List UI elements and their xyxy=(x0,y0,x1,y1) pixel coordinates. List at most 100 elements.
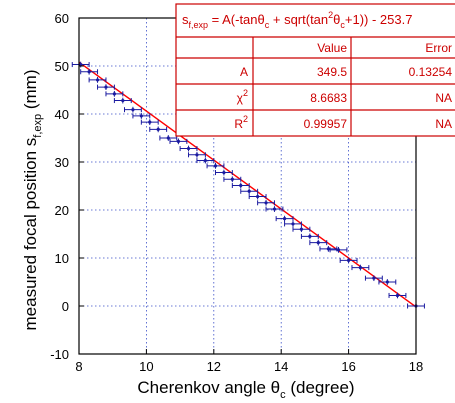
fit-results-box: sf,exp = A(-tanθc + sqrt(tan2θc+1)) - 25… xyxy=(175,3,455,137)
x-tick-label: 12 xyxy=(207,359,221,374)
data-point xyxy=(113,97,132,104)
point-marker xyxy=(299,227,304,231)
x-tick-label: 8 xyxy=(75,359,82,374)
fit-header-value: Value xyxy=(317,41,347,55)
point-marker xyxy=(347,258,351,262)
x-tick-label: 18 xyxy=(409,359,423,374)
data-point xyxy=(388,292,407,299)
fit-row-value: 349.5 xyxy=(317,65,347,79)
y-tick-label: 10 xyxy=(55,251,69,266)
data-point xyxy=(339,257,358,264)
data-point xyxy=(240,188,259,195)
tick-labels: 8 10 12 14 16 18 -10 0 10 20 30 40 50 60 xyxy=(50,11,423,374)
data-point xyxy=(71,61,90,68)
data-point xyxy=(351,264,370,271)
point-marker xyxy=(230,177,234,181)
point-marker xyxy=(385,280,389,284)
fit-row-value: 0.99957 xyxy=(304,117,348,131)
data-point xyxy=(248,193,267,200)
data-point xyxy=(140,119,159,126)
x-tick-label: 10 xyxy=(139,359,153,374)
point-marker xyxy=(195,153,199,157)
data-point xyxy=(223,176,242,183)
data-point xyxy=(132,113,151,119)
fit-row-value: 8.6683 xyxy=(310,91,347,105)
data-point xyxy=(265,206,284,212)
data-point xyxy=(206,162,225,169)
y-tick-label: 60 xyxy=(55,11,69,26)
y-tick-label: 30 xyxy=(55,155,69,170)
fit-row-error: NA xyxy=(435,117,452,131)
y-tick-label: 20 xyxy=(55,203,69,218)
fit-row-name: A xyxy=(240,65,248,79)
fit-row-name: χ2 xyxy=(237,88,248,105)
point-marker xyxy=(291,222,295,226)
data-point xyxy=(231,182,250,189)
data-point xyxy=(97,84,115,90)
x-tick-label: 14 xyxy=(274,359,288,374)
point-marker xyxy=(316,241,320,245)
point-marker xyxy=(264,201,268,205)
data-point xyxy=(169,138,188,145)
fit-equation: sf,exp = A(-tanθc + sqrt(tan2θc+1)) - 25… xyxy=(182,10,412,30)
point-marker xyxy=(395,293,400,298)
point-marker xyxy=(148,120,152,124)
data-point xyxy=(309,239,328,246)
data-point xyxy=(300,233,319,240)
data-point xyxy=(257,199,275,206)
y-tick-label: 0 xyxy=(62,299,69,314)
fit-row-name: R2 xyxy=(234,114,248,131)
fit-header-error: Error xyxy=(425,41,452,55)
point-marker xyxy=(87,70,91,74)
data-point xyxy=(275,215,294,222)
data-point xyxy=(159,135,178,141)
fit-row-error: 0.13254 xyxy=(409,65,453,79)
data-point xyxy=(364,275,383,282)
point-marker xyxy=(326,247,330,251)
y-axis-title: measured focal position sf,exp (mm) xyxy=(21,69,44,330)
point-marker xyxy=(112,92,116,96)
data-point xyxy=(378,279,397,285)
data-point xyxy=(196,157,215,164)
point-marker xyxy=(121,98,125,103)
point-marker xyxy=(247,189,251,193)
data-point xyxy=(292,226,311,233)
data-point xyxy=(80,68,99,75)
fit-row-error: NA xyxy=(435,91,452,105)
point-marker xyxy=(358,266,362,270)
point-marker xyxy=(156,127,160,131)
point-marker xyxy=(272,207,277,211)
point-marker xyxy=(104,85,108,89)
point-marker xyxy=(186,146,191,151)
point-marker xyxy=(176,139,181,143)
point-marker xyxy=(239,183,243,188)
data-point xyxy=(188,151,206,158)
data-point xyxy=(214,169,233,176)
point-marker xyxy=(372,276,376,280)
point-marker xyxy=(282,217,287,221)
fit-box-frame xyxy=(175,3,455,137)
data-point xyxy=(319,246,338,252)
point-marker xyxy=(308,234,312,238)
point-marker xyxy=(166,136,170,140)
data-point xyxy=(179,145,198,152)
point-marker xyxy=(79,62,83,67)
data-point xyxy=(284,221,302,227)
data-point xyxy=(123,106,142,113)
data-points xyxy=(71,61,425,309)
x-tick-label: 16 xyxy=(341,359,355,374)
data-point xyxy=(329,246,348,253)
point-marker xyxy=(213,164,218,168)
data-point xyxy=(149,126,168,133)
data-point xyxy=(88,77,107,83)
point-marker xyxy=(256,194,260,199)
point-marker xyxy=(131,108,135,112)
point-marker xyxy=(139,114,143,118)
point-marker xyxy=(203,158,207,163)
point-marker xyxy=(95,78,100,82)
y-tick-label: 50 xyxy=(55,59,69,74)
y-tick-label: 40 xyxy=(55,107,69,122)
point-marker xyxy=(336,248,341,252)
